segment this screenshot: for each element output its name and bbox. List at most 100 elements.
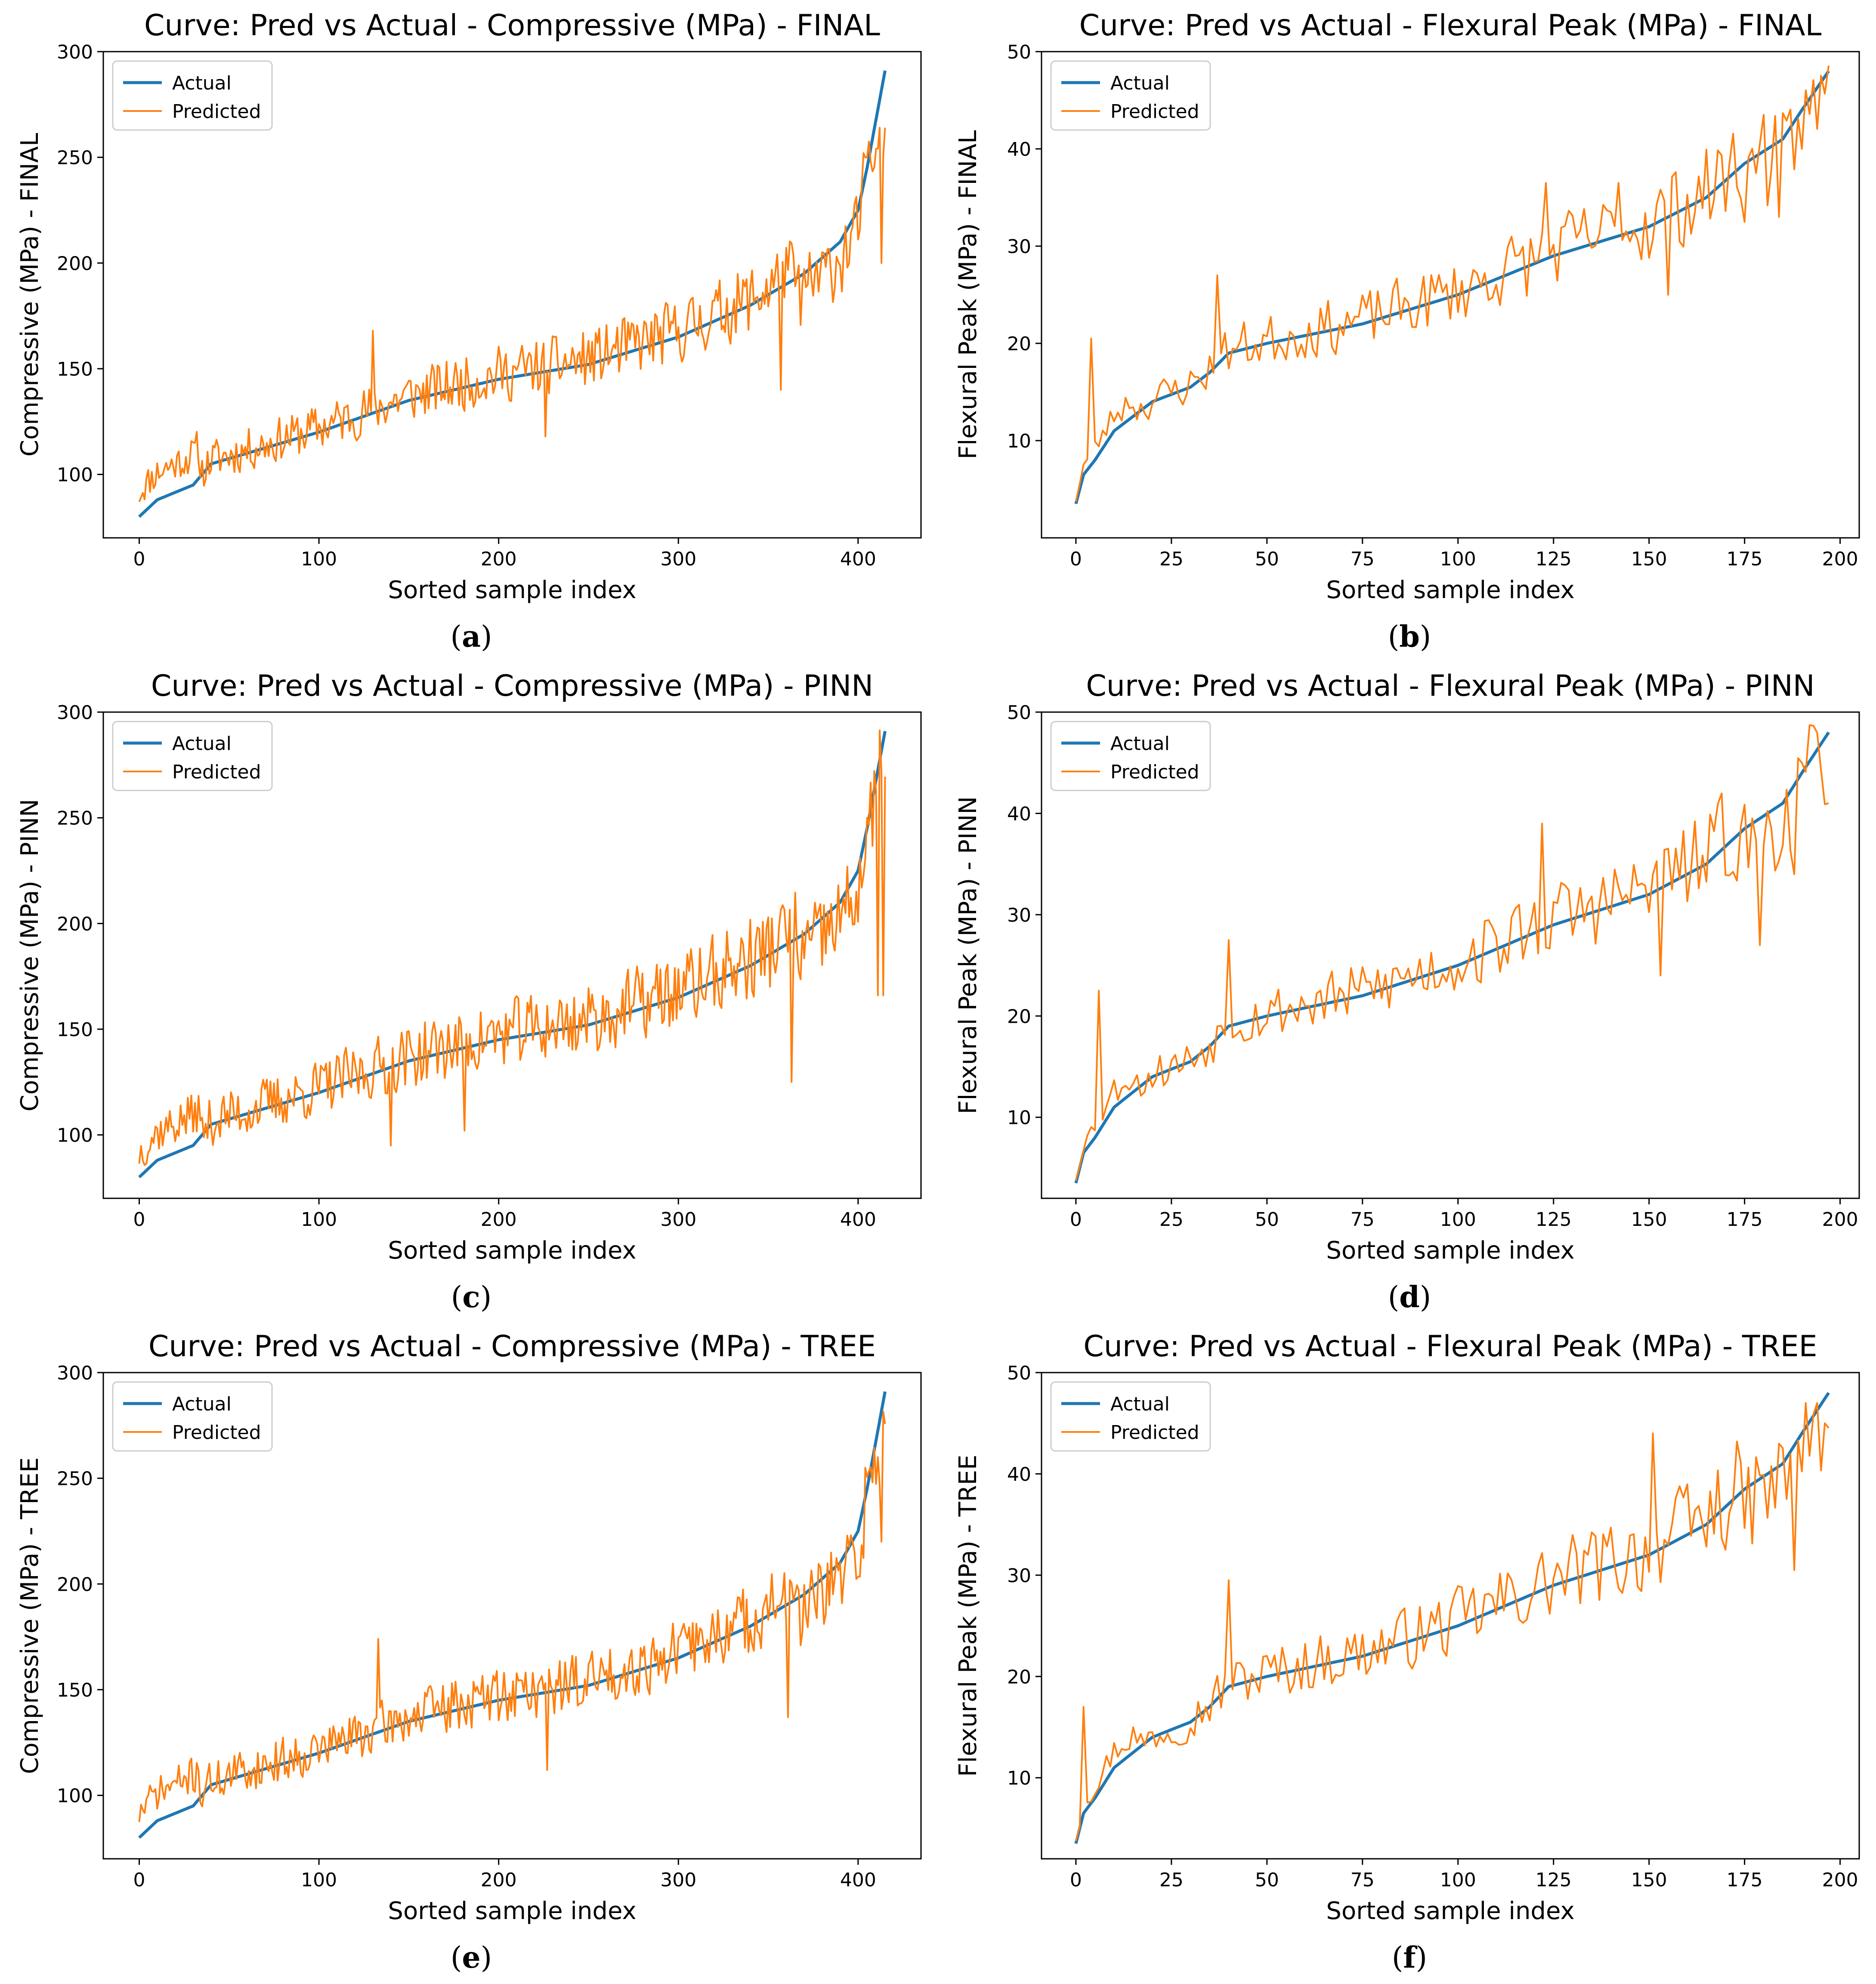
y-tick-label: 40 [1007, 139, 1031, 160]
chart-panel-c: Curve: Pred vs Actual - Compressive (MPa… [16, 669, 922, 1265]
legend-label-predicted: Predicted [1110, 761, 1199, 783]
x-tick-label: 200 [481, 1209, 517, 1231]
y-tick-label: 50 [1007, 1362, 1031, 1384]
y-tick-label: 200 [57, 1574, 93, 1595]
series-predicted-line [138, 127, 886, 502]
y-tick-label: 100 [57, 464, 93, 486]
x-tick-label: 100 [1440, 548, 1476, 570]
x-tick-label: 25 [1159, 548, 1184, 570]
legend-label-actual: Actual [1110, 733, 1170, 755]
legend: Actual Predicted [112, 721, 273, 791]
legend-label-predicted: Predicted [172, 1422, 261, 1444]
y-tick-label: 200 [57, 253, 93, 275]
y-tick-label: 20 [1007, 333, 1031, 355]
chart-title: Curve: Pred vs Actual - Flexural Peak (M… [1083, 1330, 1817, 1364]
chart-panel-b: Curve: Pred vs Actual - Flexural Peak (M… [954, 9, 1860, 604]
x-tick-label: 75 [1351, 548, 1375, 570]
x-tick-label: 200 [1822, 1869, 1858, 1891]
x-tick-label: 0 [133, 1869, 145, 1891]
x-tick-label: 125 [1536, 1209, 1572, 1231]
x-tick-label: 300 [660, 1209, 696, 1231]
legend-label-actual: Actual [172, 1393, 232, 1415]
y-tick-label: 150 [57, 358, 93, 380]
chart-title: Curve: Pred vs Actual - Flexural Peak (M… [1079, 9, 1822, 43]
legend: Actual Predicted [112, 60, 273, 131]
x-tick-label: 400 [840, 1869, 876, 1891]
x-tick-label: 50 [1255, 548, 1279, 570]
x-tick-label: 400 [840, 1209, 876, 1231]
x-tick-label: 125 [1536, 1869, 1572, 1891]
x-tick-label: 175 [1727, 1209, 1763, 1231]
series-actual-line [138, 1391, 887, 1839]
chart-title: Curve: Pred vs Actual - Compressive (MPa… [151, 669, 873, 703]
y-tick-label: 30 [1007, 904, 1031, 926]
y-tick-label: 300 [57, 1362, 93, 1384]
y-axis-label: Flexural Peak (MPa) - TREE [954, 1455, 982, 1777]
x-tick-label: 0 [1070, 1869, 1082, 1891]
chart-panel-e: Curve: Pred vs Actual - Compressive (MPa… [16, 1330, 922, 1925]
x-axis-label: Sorted sample index [1326, 576, 1574, 604]
chart-panel-f: Curve: Pred vs Actual - Flexural Peak (M… [954, 1330, 1860, 1925]
y-axis-label: Compressive (MPa) - TREE [16, 1457, 44, 1774]
legend-label-predicted: Predicted [172, 101, 261, 123]
plot-frame [102, 1372, 922, 1860]
x-tick-label: 0 [1070, 548, 1082, 570]
x-tick-label: 175 [1727, 1869, 1763, 1891]
x-tick-label: 125 [1536, 548, 1572, 570]
x-tick-label: 200 [481, 1869, 517, 1891]
series-predicted-line [1075, 65, 1830, 502]
y-tick-label: 40 [1007, 803, 1031, 825]
plot-frame [102, 51, 922, 539]
legend: Actual Predicted [1050, 60, 1211, 131]
series-predicted-line [1075, 1402, 1830, 1841]
y-tick-label: 200 [57, 913, 93, 935]
x-tick-label: 25 [1159, 1869, 1184, 1891]
x-axis-label: Sorted sample index [388, 1897, 636, 1925]
caption-b: (b) [1388, 620, 1431, 654]
x-tick-label: 100 [301, 1209, 337, 1231]
series-actual-line [1074, 1392, 1830, 1844]
y-axis-label: Flexural Peak (MPa) - FINAL [954, 130, 982, 460]
plot-frame [1041, 1372, 1860, 1860]
y-tick-label: 40 [1007, 1463, 1031, 1485]
y-tick-label: 10 [1007, 1768, 1031, 1790]
series-actual-line [1074, 731, 1830, 1184]
y-tick-label: 10 [1007, 1107, 1031, 1129]
chart-panel-d: Curve: Pred vs Actual - Flexural Peak (M… [954, 669, 1860, 1265]
chart-title: Curve: Pred vs Actual - Compressive (MPa… [148, 1330, 876, 1364]
x-axis-label: Sorted sample index [1326, 1237, 1574, 1265]
x-tick-label: 175 [1727, 548, 1763, 570]
x-tick-label: 75 [1351, 1209, 1375, 1231]
x-tick-label: 200 [1822, 548, 1858, 570]
plot-frame [1041, 51, 1860, 539]
y-axis-label: Compressive (MPa) - FINAL [16, 133, 44, 457]
x-tick-label: 200 [1822, 1209, 1858, 1231]
series-actual-line [138, 70, 887, 518]
y-tick-label: 20 [1007, 1666, 1031, 1688]
x-tick-label: 300 [660, 1869, 696, 1891]
x-tick-label: 0 [1070, 1209, 1082, 1231]
legend-label-actual: Actual [172, 72, 232, 94]
y-tick-label: 250 [57, 808, 93, 830]
x-tick-label: 100 [1440, 1869, 1476, 1891]
x-tick-label: 150 [1631, 548, 1667, 570]
y-tick-label: 250 [57, 147, 93, 169]
caption-d: (d) [1388, 1280, 1431, 1314]
x-tick-label: 75 [1351, 1869, 1375, 1891]
x-tick-label: 150 [1631, 1209, 1667, 1231]
legend-label-predicted: Predicted [1110, 101, 1199, 123]
plot-frame [1041, 711, 1860, 1199]
x-axis-label: Sorted sample index [388, 576, 636, 604]
y-tick-label: 50 [1007, 41, 1031, 63]
y-tick-label: 150 [57, 1019, 93, 1041]
y-tick-label: 250 [57, 1468, 93, 1490]
legend-label-actual: Actual [1110, 1393, 1170, 1415]
legend-label-actual: Actual [172, 733, 232, 755]
legend-label-predicted: Predicted [172, 761, 261, 783]
x-tick-label: 150 [1631, 1869, 1667, 1891]
x-tick-label: 100 [301, 548, 337, 570]
legend: Actual Predicted [1050, 721, 1211, 791]
caption-f: (f) [1391, 1941, 1428, 1975]
legend-label-actual: Actual [1110, 72, 1170, 94]
